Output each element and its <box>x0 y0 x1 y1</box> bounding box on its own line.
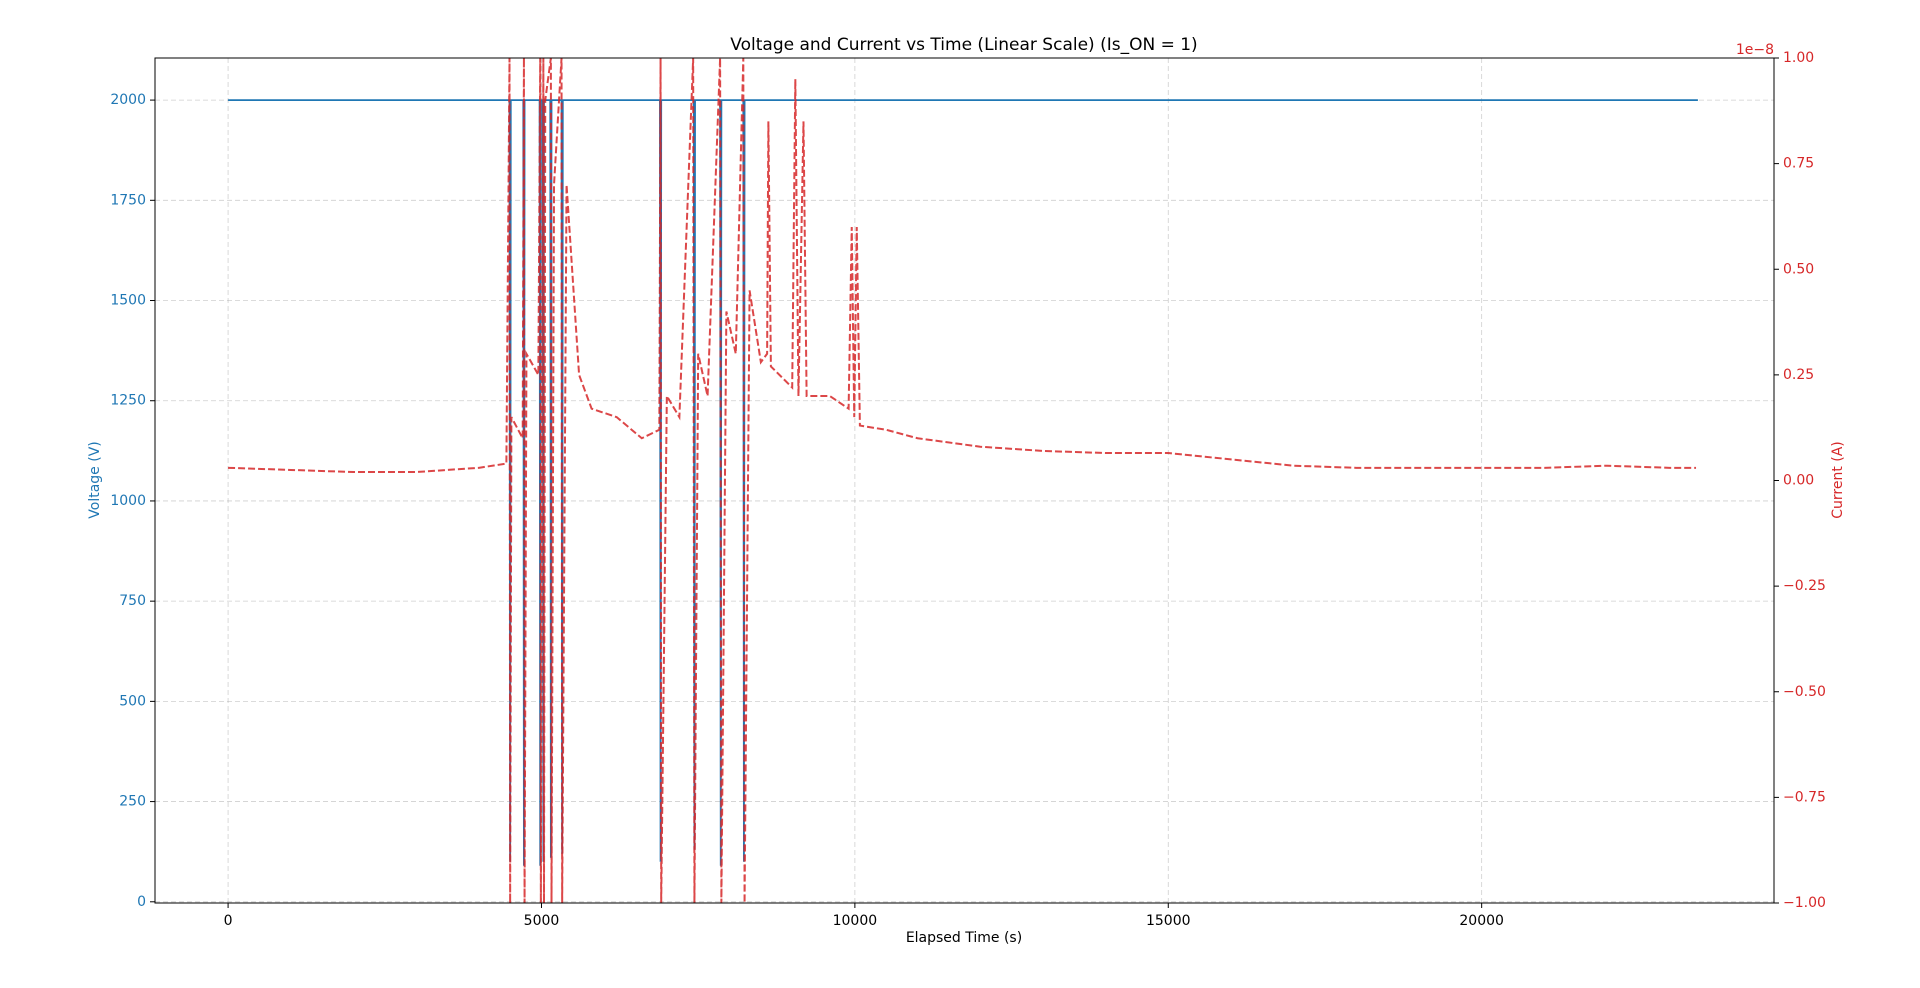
y-tick-label: 1250 <box>110 393 146 409</box>
y-tick-label: 1500 <box>110 293 146 309</box>
y-tick-label: 250 <box>119 794 146 810</box>
y2-tick-label: 0.25 <box>1783 367 1814 383</box>
x-tick-label: 20000 <box>1459 913 1504 929</box>
y2-offset-label: 1e−8 <box>1736 42 1774 58</box>
x-tick-label: 0 <box>224 913 233 929</box>
y2-tick-label: −0.75 <box>1783 789 1826 805</box>
plot-frame <box>154 57 1775 904</box>
y-axis-label: Voltage (V) <box>87 441 103 518</box>
y2-tick-label: 1.00 <box>1783 50 1814 66</box>
y2-tick-label: 0.50 <box>1783 261 1814 277</box>
y2-tick-label: 0.75 <box>1783 156 1814 172</box>
x-axis-label: Elapsed Time (s) <box>906 930 1022 946</box>
y2-tick-label: −0.25 <box>1783 578 1826 594</box>
y2-tick-label: −1.00 <box>1783 895 1826 911</box>
y2-axis-label: Current (A) <box>1830 441 1846 519</box>
y-tick-label: 500 <box>119 693 146 709</box>
y-tick-label: 750 <box>119 593 146 609</box>
y-tick-label: 2000 <box>110 92 146 108</box>
y-tick-label: 1750 <box>110 192 146 208</box>
y2-tick-label: 0.00 <box>1783 473 1814 489</box>
data-line <box>228 58 1697 903</box>
x-tick-label: 10000 <box>833 913 878 929</box>
x-tick-label: 15000 <box>1146 913 1191 929</box>
y2-tick-label: −0.50 <box>1783 684 1826 700</box>
data-line <box>228 99 1698 866</box>
chart-title: Voltage and Current vs Time (Linear Scal… <box>730 35 1197 55</box>
y-tick-label: 0 <box>137 894 146 910</box>
y-tick-label: 1000 <box>110 493 146 509</box>
x-tick-label: 5000 <box>524 913 560 929</box>
